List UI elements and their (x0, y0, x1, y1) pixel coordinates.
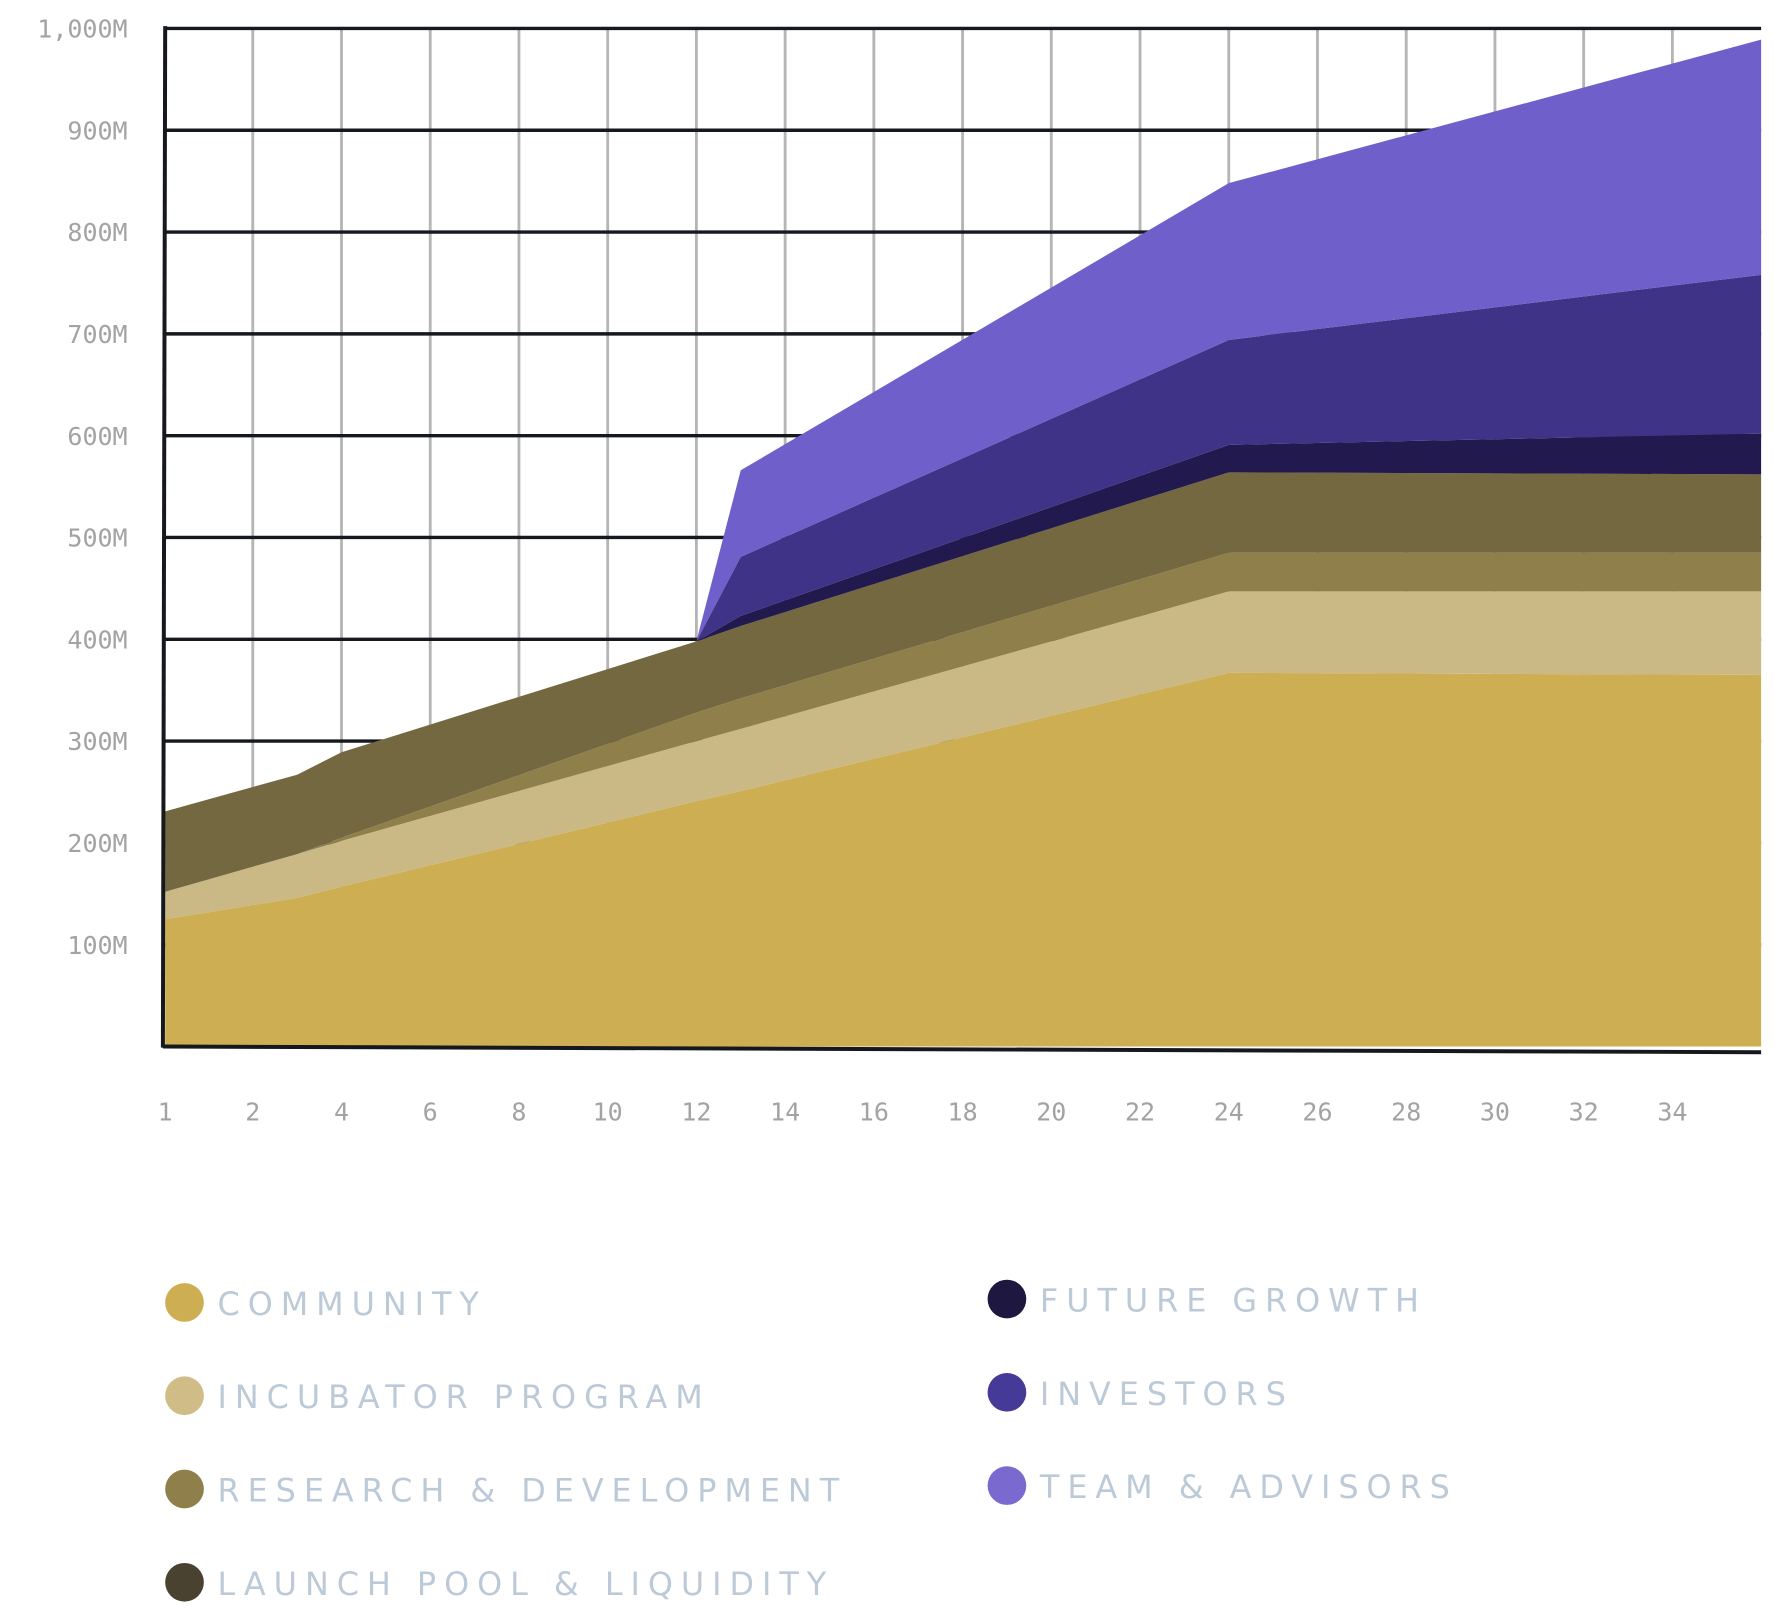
x-tick-label: 18 (948, 1097, 978, 1126)
legend-item: FUTURE GROWTH (987, 1279, 1427, 1320)
x-tick-label: 16 (859, 1097, 889, 1126)
y-tick-label: 800M (67, 218, 127, 247)
legend-item: INVESTORS (987, 1372, 1294, 1413)
y-tick-label: 1,000M (37, 15, 127, 44)
legend-label: COMMUNITY (218, 1285, 487, 1323)
legend-swatch (165, 1562, 204, 1602)
legend-label: RESEARCH & DEVELOPMENT (218, 1472, 848, 1510)
legend: COMMUNITY INCUBATOR PROGRAM RESEARCH & DEV… (165, 1279, 1458, 1603)
area-research-development (165, 552, 1762, 892)
legend-item: COMMUNITY (165, 1283, 487, 1323)
x-tick-label: 20 (1036, 1097, 1066, 1126)
legend-swatch (165, 1376, 204, 1416)
x-tick-label: 28 (1391, 1097, 1421, 1126)
x-tick-label: 30 (1480, 1097, 1510, 1126)
x-tick-label: 14 (770, 1097, 800, 1126)
legend-swatch (987, 1466, 1027, 1505)
legend-swatch (987, 1279, 1027, 1319)
x-tick-label: 32 (1569, 1097, 1599, 1126)
y-tick-label: 900M (67, 116, 127, 145)
legend-label: LAUNCH POOL & LIQUIDITY (218, 1565, 835, 1603)
x-tick-label: 6 (423, 1097, 438, 1126)
legend-item: TEAM & ADVISORS (987, 1466, 1458, 1506)
legend-item: INCUBATOR PROGRAM (165, 1376, 711, 1416)
legend-label: INCUBATOR PROGRAM (218, 1378, 711, 1416)
x-tick-label: 8 (511, 1097, 526, 1126)
area-future-growth (165, 433, 1762, 812)
x-tick-label: 12 (681, 1097, 711, 1126)
legend-item: RESEARCH & DEVELOPMENT (165, 1469, 848, 1510)
y-axis (160, 26, 168, 1048)
area-incubator-program (165, 591, 1762, 920)
area-investors (165, 274, 1762, 812)
legend-label: TEAM & ADVISORS (1039, 1468, 1458, 1506)
y-tick-label: 600M (67, 422, 127, 451)
area-community (165, 672, 1762, 1047)
y-tick-label: 200M (67, 829, 127, 858)
area-team-advisors (165, 39, 1762, 812)
x-axis (162, 1044, 1762, 1055)
y-tick-label: 100M (67, 931, 127, 960)
areas (165, 39, 1762, 1047)
x-tick-label: 26 (1302, 1097, 1332, 1126)
x-tick-label: 22 (1125, 1097, 1155, 1126)
legend-swatch (165, 1469, 204, 1509)
legend-item: LAUNCH POOL & LIQUIDITY (165, 1562, 835, 1603)
y-tick-label: 400M (67, 625, 127, 654)
legend-swatch (987, 1372, 1027, 1412)
legend-label: FUTURE GROWTH (1040, 1282, 1427, 1320)
legend-label: INVESTORS (1040, 1375, 1294, 1413)
y-tick-label: 500M (67, 524, 127, 553)
x-tick-label: 34 (1657, 1097, 1687, 1126)
y-tick-labels: 100M 200M 300M 400M 500M 600M 700M 800M 900M 1,00… (37, 15, 127, 960)
legend-swatch (165, 1283, 204, 1322)
x-tick-labels: 1 2 4 6 8 10 12 14 16 18 20 22 24 26 28 30 32 34 (158, 1097, 1688, 1126)
area-launch-pool-liquidity (165, 472, 1762, 892)
x-tick-label: 10 (593, 1097, 623, 1126)
x-tick-label: 2 (245, 1097, 260, 1126)
axes (160, 26, 1762, 1055)
x-tick-label: 1 (158, 1097, 173, 1126)
y-tick-label: 700M (67, 320, 127, 349)
x-tick-label: 24 (1214, 1097, 1244, 1126)
x-tick-label: 4 (334, 1097, 349, 1126)
y-tick-label: 300M (67, 727, 127, 756)
